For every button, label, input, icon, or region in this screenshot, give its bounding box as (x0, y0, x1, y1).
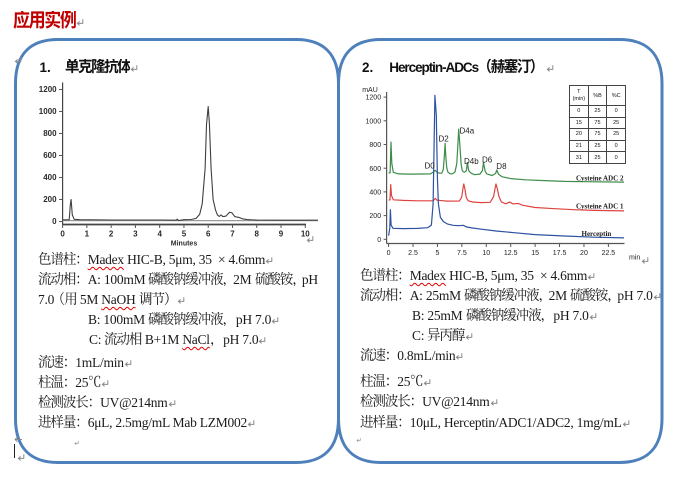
svg-text:min: min (629, 255, 640, 262)
svg-text:mAU: mAU (362, 87, 378, 94)
svg-text:1200: 1200 (366, 95, 382, 102)
svg-text:800: 800 (43, 129, 57, 138)
svg-text:9: 9 (279, 230, 284, 239)
svg-text:D6: D6 (482, 155, 493, 164)
svg-text:10: 10 (301, 230, 310, 239)
svg-text:400: 400 (369, 190, 381, 197)
svg-text:15: 15 (531, 250, 539, 257)
svg-text:5: 5 (182, 230, 187, 239)
svg-text:0: 0 (377, 237, 381, 244)
svg-text:D4a: D4a (460, 127, 475, 136)
svg-text:1200: 1200 (39, 85, 57, 94)
svg-text:1000: 1000 (366, 118, 382, 125)
svg-text:D0: D0 (425, 162, 436, 171)
svg-text:8: 8 (255, 230, 260, 239)
svg-text:1: 1 (85, 230, 90, 239)
svg-text:Minutes: Minutes (171, 241, 198, 248)
svg-text:600: 600 (369, 166, 381, 173)
svg-text:Cysteine ADC 1: Cysteine ADC 1 (576, 203, 624, 211)
svg-text:17.5: 17.5 (553, 250, 567, 257)
svg-text:D8: D8 (496, 162, 507, 171)
svg-text:20: 20 (580, 250, 588, 257)
svg-text:2: 2 (109, 230, 114, 239)
svg-text:22.5: 22.5 (602, 250, 616, 257)
svg-text:D4b: D4b (464, 157, 479, 166)
svg-text:12.5: 12.5 (504, 250, 518, 257)
svg-text:0: 0 (60, 230, 65, 239)
svg-text:6: 6 (206, 230, 211, 239)
svg-text:D2: D2 (439, 135, 450, 144)
svg-text:7.5: 7.5 (457, 250, 467, 257)
svg-text:5: 5 (435, 250, 439, 257)
svg-text:0: 0 (52, 217, 57, 226)
svg-text:400: 400 (43, 173, 57, 182)
svg-text:3: 3 (133, 230, 138, 239)
svg-text:200: 200 (369, 213, 381, 220)
svg-text:200: 200 (43, 195, 57, 204)
svg-text:1000: 1000 (39, 107, 57, 116)
svg-text:Herceptin: Herceptin (582, 230, 612, 238)
svg-text:4: 4 (157, 230, 162, 239)
svg-text:10: 10 (482, 250, 490, 257)
svg-text:600: 600 (43, 151, 57, 160)
svg-text:0: 0 (387, 250, 391, 257)
svg-text:7: 7 (230, 230, 235, 239)
svg-text:800: 800 (369, 142, 381, 149)
svg-text:2.5: 2.5 (408, 250, 418, 257)
svg-text:Cysteine ADC 2: Cysteine ADC 2 (576, 175, 624, 183)
